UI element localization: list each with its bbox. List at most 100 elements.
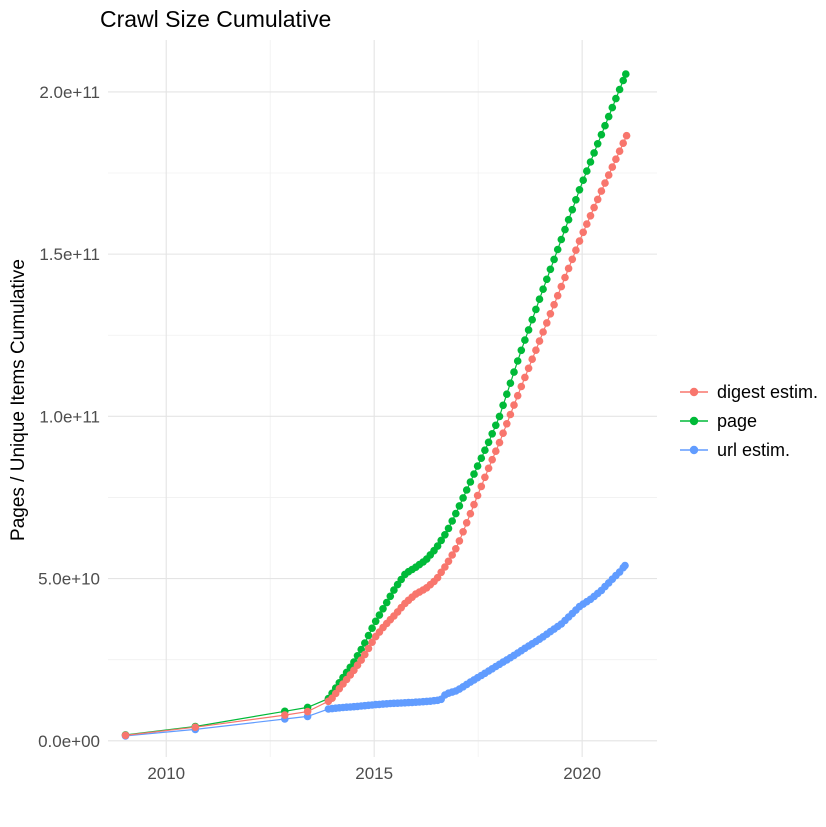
data-point-digest-estim xyxy=(364,644,373,653)
data-point-digest-estim xyxy=(553,291,562,300)
data-point-page xyxy=(608,103,617,112)
data-point-digest-estim xyxy=(535,337,544,345)
data-point-page xyxy=(488,430,497,438)
x-tick-labels: 2010 2015 2020 xyxy=(147,764,601,783)
data-point-page xyxy=(510,368,518,376)
data-point-url-estim xyxy=(621,561,629,570)
legend-item-page: page xyxy=(680,411,757,431)
data-point-digest-estim xyxy=(473,491,482,500)
legend-label-digest-estim: digest estim. xyxy=(717,382,818,402)
data-point-page xyxy=(561,225,569,234)
series-line-url-estim xyxy=(125,565,626,737)
series-line-digest-estim xyxy=(125,135,628,736)
data-point-digest-estim xyxy=(543,319,551,327)
data-point-page xyxy=(521,336,529,344)
data-point-page xyxy=(622,70,630,78)
data-point-digest-estim xyxy=(532,346,540,355)
data-point-digest-estim xyxy=(121,731,130,740)
data-point-digest-estim xyxy=(191,723,200,731)
data-point-digest-estim xyxy=(281,711,289,719)
data-point-digest-estim xyxy=(506,410,515,419)
data-point-page xyxy=(470,470,478,478)
data-point-page xyxy=(455,502,464,510)
data-point-page xyxy=(495,412,504,421)
grid-major xyxy=(108,40,657,757)
y-tick-label: 5.0e+10 xyxy=(38,570,100,589)
data-point-page xyxy=(492,421,500,430)
data-point-digest-estim xyxy=(561,273,569,282)
data-point-digest-estim xyxy=(612,155,620,163)
data-point-page xyxy=(583,167,591,175)
data-point-page xyxy=(586,158,595,166)
data-point-page xyxy=(597,130,606,139)
data-point-page xyxy=(506,379,515,388)
data-point-digest-estim xyxy=(619,139,627,147)
data-point-digest-estim xyxy=(586,212,595,220)
data-point-page xyxy=(612,94,620,103)
data-point-digest-estim xyxy=(583,220,591,228)
data-point-digest-estim xyxy=(459,528,467,536)
x-tick-label: 2010 xyxy=(147,764,185,783)
data-point-page xyxy=(528,315,536,324)
data-point-page xyxy=(371,617,380,626)
data-point-digest-estim xyxy=(597,187,606,195)
data-point-page xyxy=(601,121,609,130)
data-point-page xyxy=(441,531,449,539)
grid-minor xyxy=(108,40,657,757)
data-point-digest-estim xyxy=(484,464,493,473)
data-point-page xyxy=(503,390,511,399)
data-point-page xyxy=(484,438,493,447)
data-point-digest-estim xyxy=(528,355,536,364)
data-point-page xyxy=(379,605,387,613)
data-point-digest-estim xyxy=(524,364,533,373)
data-point-digest-estim xyxy=(615,147,624,155)
legend-item-url-estim: url estim. xyxy=(680,440,790,460)
data-point-page xyxy=(532,305,540,314)
data-point-digest-estim xyxy=(557,282,566,291)
data-point-digest-estim xyxy=(572,246,580,254)
data-point-page xyxy=(499,401,507,410)
data-point-page xyxy=(375,611,384,619)
data-point-digest-estim xyxy=(550,300,558,309)
data-point-digest-estim xyxy=(433,573,442,582)
data-point-digest-estim xyxy=(437,568,446,577)
legend: digest estim. page url estim. xyxy=(680,382,818,460)
data-point-digest-estim xyxy=(604,171,613,179)
data-point-page xyxy=(462,486,471,494)
data-point-page xyxy=(448,517,457,525)
data-point-digest-estim xyxy=(517,382,526,391)
data-point-page xyxy=(543,275,551,284)
data-point-page xyxy=(572,196,580,204)
data-point-page xyxy=(579,176,587,184)
data-point-digest-estim xyxy=(492,447,500,456)
data-point-page xyxy=(437,536,446,545)
data-point-digest-estim xyxy=(444,557,453,566)
data-point-digest-estim xyxy=(608,163,617,171)
data-point-page xyxy=(564,215,573,224)
legend-key-dot-digest-estim xyxy=(689,387,699,397)
data-point-page xyxy=(590,149,598,157)
y-tick-label: 2.0e+11 xyxy=(39,83,100,102)
data-point-page xyxy=(604,112,613,121)
data-point-digest-estim xyxy=(546,310,555,318)
data-point-digest-estim xyxy=(361,650,369,659)
data-point-digest-estim xyxy=(590,203,598,212)
data-point-digest-estim xyxy=(470,500,478,509)
data-point-digest-estim xyxy=(521,373,529,382)
data-point-digest-estim xyxy=(368,638,376,646)
data-point-digest-estim xyxy=(441,563,449,571)
data-point-page xyxy=(546,265,555,274)
data-point-page xyxy=(535,295,544,304)
data-point-page xyxy=(615,85,624,94)
data-point-digest-estim xyxy=(495,438,504,447)
data-point-page xyxy=(386,592,395,601)
y-tick-label: 0.0e+00 xyxy=(38,732,100,751)
legend-key-dot-url-estim xyxy=(689,445,699,455)
data-point-page xyxy=(524,326,533,334)
data-point-page xyxy=(557,235,566,244)
data-point-page xyxy=(517,346,526,355)
data-point-page xyxy=(513,357,522,365)
x-tick-label: 2015 xyxy=(355,764,393,783)
data-point-page xyxy=(361,639,369,647)
